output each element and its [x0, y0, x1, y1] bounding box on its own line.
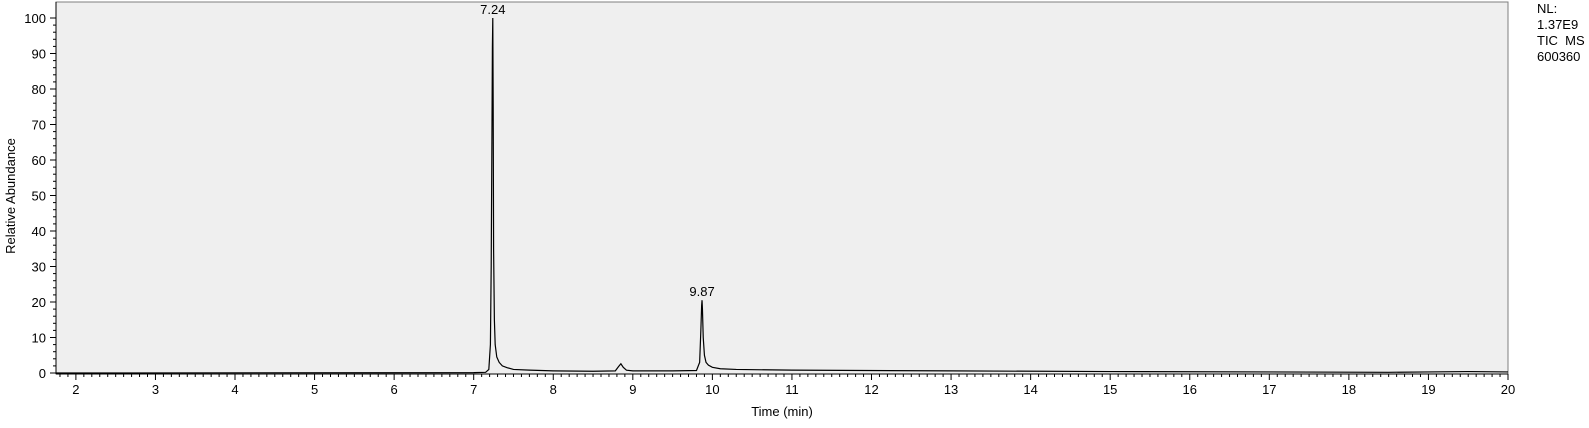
x-tick-label: 6 — [391, 382, 398, 397]
x-tick-label: 9 — [629, 382, 636, 397]
y-tick-label: 10 — [32, 331, 46, 346]
y-tick-label: 30 — [32, 260, 46, 275]
x-tick-label: 20 — [1501, 382, 1515, 397]
x-tick-label: 8 — [550, 382, 557, 397]
x-tick-label: 4 — [231, 382, 238, 397]
normalization-info: NL: 1.37E9 TIC MS 600360 — [1537, 1, 1585, 65]
x-tick-label: 17 — [1262, 382, 1276, 397]
y-tick-label: 20 — [32, 295, 46, 310]
nl-label: NL: — [1537, 1, 1558, 16]
x-tick-label: 18 — [1342, 382, 1356, 397]
peak-label: 9.87 — [689, 284, 714, 299]
y-minor-ticks — [50, 17, 56, 374]
x-tick-label: 7 — [470, 382, 477, 397]
x-tick-label: 10 — [705, 382, 719, 397]
x-minor-ticks — [59, 374, 1509, 380]
peak-labels: 7.24 9.87 — [480, 2, 715, 299]
y-tick-label: 90 — [32, 47, 46, 62]
x-tick-label: 11 — [785, 382, 799, 397]
y-tick-label: 100 — [24, 11, 46, 26]
y-tick-label: 50 — [32, 189, 46, 204]
y-tick-label: 0 — [39, 366, 46, 381]
y-tick-label: 40 — [32, 224, 46, 239]
x-axis: 2 3 4 5 6 7 8 9 10 11 12 13 14 15 16 17 18 19 20 — [56, 373, 1515, 397]
y-tick-label: 80 — [32, 82, 46, 97]
x-tick-label: 14 — [1023, 382, 1037, 397]
x-tick-label: 13 — [944, 382, 958, 397]
peak-label: 7.24 — [480, 2, 505, 17]
x-tick-label: 15 — [1103, 382, 1117, 397]
tic-trace — [55, 17, 1509, 374]
y-axis-label: Relative Abundance — [3, 138, 18, 254]
x-tick-label: 3 — [152, 382, 159, 397]
sample-id: 600360 — [1537, 49, 1581, 64]
plot-area — [55, 1, 1509, 375]
x-axis-label: Time (min) — [751, 404, 813, 419]
y-tick-label: 60 — [32, 153, 46, 168]
trace-type: TIC MS — [1537, 33, 1585, 48]
x-tick-label: 2 — [72, 382, 79, 397]
x-tick-label: 16 — [1183, 382, 1197, 397]
nl-value: 1.37E9 — [1537, 17, 1579, 32]
x-tick-label: 19 — [1421, 382, 1435, 397]
y-axis: 0 10 20 30 40 50 60 70 80 90 100 — [24, 2, 57, 381]
x-tick-label: 5 — [311, 382, 318, 397]
x-tick-label: 12 — [864, 382, 878, 397]
y-tick-label: 70 — [32, 118, 46, 133]
